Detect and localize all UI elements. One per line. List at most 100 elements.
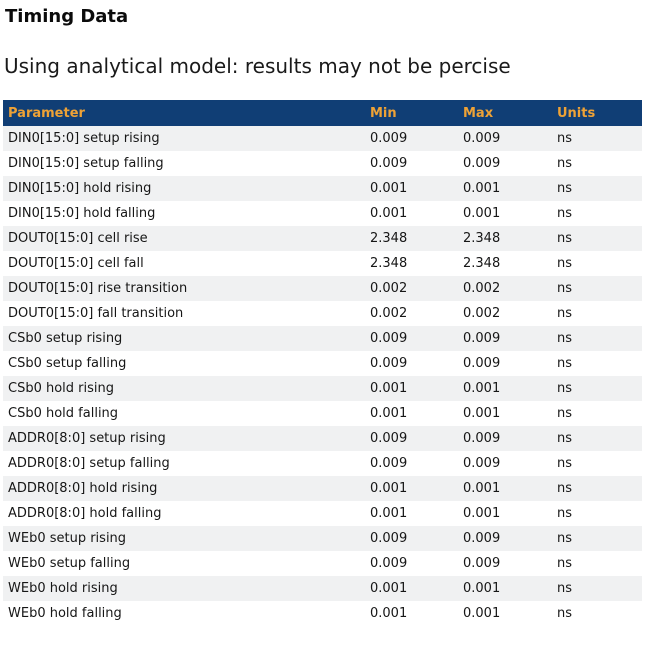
parameter-cell: ADDR0[8:0] hold rising	[3, 476, 365, 501]
units-cell: ns	[552, 226, 642, 251]
min-value-cell: 0.002	[365, 301, 458, 326]
min-value-cell: 2.348	[365, 251, 458, 276]
max-value-cell: 0.001	[458, 601, 552, 626]
table-row: ADDR0[8:0] setup rising 0.009 0.009 ns	[3, 426, 642, 451]
parameter-cell: ADDR0[8:0] setup falling	[3, 451, 365, 476]
parameter-cell: DIN0[15:0] hold rising	[3, 176, 365, 201]
table-row: DIN0[15:0] setup rising 0.009 0.009 ns	[3, 126, 642, 151]
parameter-cell: WEb0 hold falling	[3, 601, 365, 626]
parameter-cell: ADDR0[8:0] hold falling	[3, 501, 365, 526]
units-cell: ns	[552, 351, 642, 376]
units-cell: ns	[552, 151, 642, 176]
max-value-cell: 0.009	[458, 426, 552, 451]
units-cell: ns	[552, 476, 642, 501]
units-cell: ns	[552, 326, 642, 351]
table-row: ADDR0[8:0] hold rising 0.001 0.001 ns	[3, 476, 642, 501]
table-row: DIN0[15:0] setup falling 0.009 0.009 ns	[3, 151, 642, 176]
table-row: CSb0 hold rising 0.001 0.001 ns	[3, 376, 642, 401]
max-value-cell: 0.009	[458, 326, 552, 351]
min-value-cell: 0.009	[365, 351, 458, 376]
min-value-cell: 0.001	[365, 201, 458, 226]
max-value-cell: 0.009	[458, 351, 552, 376]
max-value-cell: 0.009	[458, 526, 552, 551]
parameter-cell: DIN0[15:0] setup rising	[3, 126, 365, 151]
units-cell: ns	[552, 526, 642, 551]
min-value-cell: 0.009	[365, 526, 458, 551]
parameter-cell: DOUT0[15:0] rise transition	[3, 276, 365, 301]
max-value-cell: 0.009	[458, 126, 552, 151]
table-row: CSb0 hold falling 0.001 0.001 ns	[3, 401, 642, 426]
units-cell: ns	[552, 426, 642, 451]
max-value-cell: 0.001	[458, 176, 552, 201]
table-row: WEb0 setup rising 0.009 0.009 ns	[3, 526, 642, 551]
max-value-cell: 0.001	[458, 476, 552, 501]
max-value-cell: 0.009	[458, 451, 552, 476]
table-row: CSb0 setup rising 0.009 0.009 ns	[3, 326, 642, 351]
units-cell: ns	[552, 301, 642, 326]
max-value-cell: 0.009	[458, 151, 552, 176]
parameter-cell: CSb0 setup rising	[3, 326, 365, 351]
page-title: Timing Data	[5, 6, 129, 27]
table-row: WEb0 setup falling 0.009 0.009 ns	[3, 551, 642, 576]
analytical-model-warning: Using analytical model: results may not …	[4, 54, 511, 78]
table-row: DOUT0[15:0] cell rise 2.348 2.348 ns	[3, 226, 642, 251]
parameter-cell: WEb0 setup falling	[3, 551, 365, 576]
column-header-units: Units	[552, 100, 642, 126]
table-body: DIN0[15:0] setup rising 0.009 0.009 ns DIN0[…	[3, 126, 642, 626]
units-cell: ns	[552, 251, 642, 276]
min-value-cell: 0.009	[365, 426, 458, 451]
parameter-cell: WEb0 hold rising	[3, 576, 365, 601]
parameter-cell: CSb0 hold rising	[3, 376, 365, 401]
table-row: ADDR0[8:0] hold falling 0.001 0.001 ns	[3, 501, 642, 526]
max-value-cell: 0.001	[458, 501, 552, 526]
max-value-cell: 0.001	[458, 376, 552, 401]
units-cell: ns	[552, 176, 642, 201]
parameter-cell: DOUT0[15:0] fall transition	[3, 301, 365, 326]
min-value-cell: 0.001	[365, 501, 458, 526]
units-cell: ns	[552, 501, 642, 526]
table-row: DOUT0[15:0] cell fall 2.348 2.348 ns	[3, 251, 642, 276]
table-row: WEb0 hold rising 0.001 0.001 ns	[3, 576, 642, 601]
min-value-cell: 0.009	[365, 151, 458, 176]
column-header-max: Max	[458, 100, 552, 126]
min-value-cell: 0.001	[365, 476, 458, 501]
max-value-cell: 2.348	[458, 251, 552, 276]
max-value-cell: 0.002	[458, 301, 552, 326]
column-header-min: Min	[365, 100, 458, 126]
parameter-cell: DOUT0[15:0] cell rise	[3, 226, 365, 251]
units-cell: ns	[552, 576, 642, 601]
units-cell: ns	[552, 376, 642, 401]
table-row: WEb0 hold falling 0.001 0.001 ns	[3, 601, 642, 626]
min-value-cell: 0.001	[365, 176, 458, 201]
timing-data-table: Parameter Min Max Units DIN0[15:0] setup…	[3, 100, 642, 626]
parameter-cell: DOUT0[15:0] cell fall	[3, 251, 365, 276]
max-value-cell: 0.001	[458, 576, 552, 601]
units-cell: ns	[552, 401, 642, 426]
min-value-cell: 0.009	[365, 551, 458, 576]
max-value-cell: 0.009	[458, 551, 552, 576]
min-value-cell: 0.001	[365, 601, 458, 626]
table-row: DIN0[15:0] hold rising 0.001 0.001 ns	[3, 176, 642, 201]
min-value-cell: 0.001	[365, 576, 458, 601]
table-row: DOUT0[15:0] rise transition 0.002 0.002 ns	[3, 276, 642, 301]
parameter-cell: DIN0[15:0] hold falling	[3, 201, 365, 226]
parameter-cell: ADDR0[8:0] setup rising	[3, 426, 365, 451]
column-header-parameter: Parameter	[3, 100, 365, 126]
parameter-cell: CSb0 hold falling	[3, 401, 365, 426]
units-cell: ns	[552, 551, 642, 576]
max-value-cell: 2.348	[458, 226, 552, 251]
units-cell: ns	[552, 201, 642, 226]
table-row: DOUT0[15:0] fall transition 0.002 0.002 ns	[3, 301, 642, 326]
timing-report-page: Timing Data Using analytical model: resu…	[3, 6, 642, 626]
min-value-cell: 0.002	[365, 276, 458, 301]
min-value-cell: 2.348	[365, 226, 458, 251]
table-row: CSb0 setup falling 0.009 0.009 ns	[3, 351, 642, 376]
units-cell: ns	[552, 451, 642, 476]
max-value-cell: 0.001	[458, 401, 552, 426]
min-value-cell: 0.009	[365, 326, 458, 351]
parameter-cell: CSb0 setup falling	[3, 351, 365, 376]
table-header: Parameter Min Max Units	[3, 100, 642, 126]
units-cell: ns	[552, 601, 642, 626]
min-value-cell: 0.001	[365, 376, 458, 401]
min-value-cell: 0.009	[365, 126, 458, 151]
